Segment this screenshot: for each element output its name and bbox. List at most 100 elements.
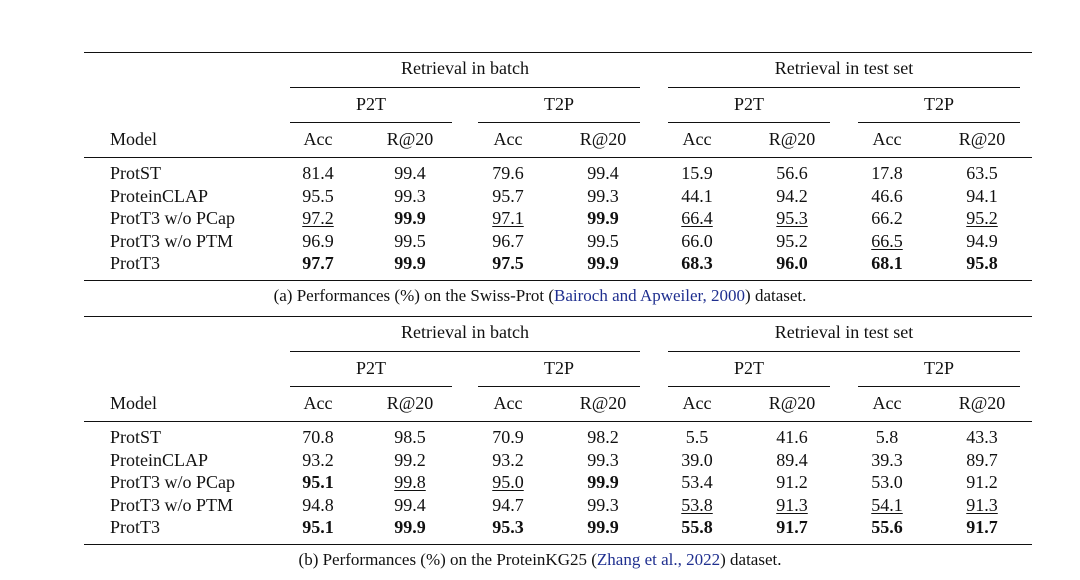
model-name: ProtT3 <box>110 517 161 538</box>
table-cell: 81.4 <box>302 163 334 183</box>
table-cell: 89.4 <box>776 449 808 470</box>
table-cell: 89.7 <box>966 449 998 470</box>
table-cell: 99.3 <box>587 185 619 206</box>
model-name: ProtT3 w/o PTM <box>110 230 234 251</box>
sub-header-rule <box>668 386 830 387</box>
table-cell: 93.2 <box>492 449 524 470</box>
table-cell: 53.8 <box>681 494 713 515</box>
column-header: Acc <box>303 393 333 413</box>
model-name: ProtT3 w/o PTM <box>110 494 234 515</box>
table-cell: 98.5 <box>394 427 426 447</box>
table-cell: 53.4 <box>681 472 713 493</box>
table-bottom-rule <box>84 280 1032 282</box>
table-cell: 96.0 <box>776 253 808 274</box>
table-cell: 70.8 <box>302 427 334 447</box>
table-cell: 95.1 <box>302 517 334 538</box>
table-cell: 99.4 <box>394 494 426 515</box>
table-cell: 39.0 <box>681 449 713 470</box>
table-cell: 94.8 <box>302 494 334 515</box>
table-cell: 44.1 <box>681 185 713 206</box>
table-cell: 99.9 <box>587 472 619 493</box>
table-cell: 99.2 <box>394 449 426 470</box>
sub-header-rule <box>858 122 1020 123</box>
group-header-rule <box>290 87 640 88</box>
table-cell: 68.1 <box>871 253 903 274</box>
column-header-model: Model <box>110 129 157 149</box>
table-cell: 54.1 <box>871 494 903 515</box>
table-cell: 98.2 <box>587 427 619 447</box>
table-cell: 95.3 <box>776 208 808 229</box>
sub-header-rule <box>668 122 830 123</box>
table-cell: 99.9 <box>587 208 619 229</box>
table-cell: 79.6 <box>492 163 524 183</box>
citation-link[interactable]: Bairoch and Apweiler, 2000 <box>554 286 746 305</box>
sub-header: P2T <box>733 358 764 378</box>
table-caption: (a) Performances (%) on the Swiss-Prot (… <box>0 286 1080 306</box>
table-cell: 70.9 <box>492 427 524 447</box>
sub-header-rule <box>290 386 452 387</box>
table-cell: 39.3 <box>871 449 903 470</box>
column-header: R@20 <box>768 129 816 149</box>
table-cell: 55.8 <box>681 517 713 538</box>
column-header: Acc <box>872 393 902 413</box>
caption-text: (b) Performances (%) on the ProteinKG25 … <box>298 550 597 569</box>
table-cell: 91.2 <box>776 472 808 493</box>
table-cell: 95.8 <box>966 253 998 274</box>
table-cell: 55.6 <box>871 517 903 538</box>
sub-header: T2P <box>923 94 954 114</box>
table-cell: 94.1 <box>966 185 998 206</box>
table-cell: 63.5 <box>966 163 998 183</box>
column-header-model: Model <box>110 393 157 413</box>
column-header: R@20 <box>386 393 434 413</box>
table-cell: 41.6 <box>776 427 808 447</box>
table-cell: 5.8 <box>875 427 899 447</box>
column-header: R@20 <box>579 129 627 149</box>
table-cell: 43.3 <box>966 427 998 447</box>
table-cell: 93.2 <box>302 449 334 470</box>
table-cell: 99.4 <box>394 163 426 183</box>
table-cell: 5.5 <box>685 427 709 447</box>
table-cell: 95.2 <box>776 230 808 251</box>
sub-header-rule <box>478 386 640 387</box>
table-cell: 99.4 <box>587 163 619 183</box>
table-top-rule <box>84 52 1032 54</box>
column-header: Acc <box>682 393 712 413</box>
sub-header: T2P <box>543 358 574 378</box>
citation-link[interactable]: Zhang et al., 2022 <box>596 550 721 569</box>
table-cell: 53.0 <box>871 472 903 493</box>
table-cell: 95.7 <box>492 185 524 206</box>
table-cell: 99.9 <box>394 208 426 229</box>
sub-header: T2P <box>923 358 954 378</box>
table-cell: 94.7 <box>492 494 524 515</box>
header-bottom-rule <box>84 421 1032 422</box>
sub-header: P2T <box>355 358 386 378</box>
caption-text: ) dataset. <box>745 286 807 305</box>
column-header: R@20 <box>386 129 434 149</box>
model-name: ProtT3 w/o PCap <box>110 208 236 229</box>
caption-text: (a) Performances (%) on the Swiss-Prot ( <box>273 286 555 305</box>
table-cell: 99.9 <box>587 517 619 538</box>
table-cell: 94.2 <box>776 185 808 206</box>
group-header: Retrieval in batch <box>401 58 529 78</box>
group-header-rule <box>290 351 640 352</box>
table-cell: 56.6 <box>776 163 808 183</box>
table-caption: (b) Performances (%) on the ProteinKG25 … <box>0 550 1080 570</box>
table-cell: 91.2 <box>966 472 998 493</box>
table-cell: 95.5 <box>302 185 334 206</box>
sub-header-rule <box>858 386 1020 387</box>
column-header: R@20 <box>768 393 816 413</box>
table-cell: 95.3 <box>492 517 524 538</box>
sub-header: P2T <box>733 94 764 114</box>
table-cell: 97.1 <box>492 208 524 229</box>
table-cell: 96.9 <box>302 230 334 251</box>
table-cell: 99.5 <box>587 230 619 251</box>
column-header: Acc <box>682 129 712 149</box>
table-cell: 99.5 <box>394 230 426 251</box>
sub-header: P2T <box>355 94 386 114</box>
table-cell: 66.2 <box>871 208 903 229</box>
table-cell: 91.3 <box>776 494 808 515</box>
model-name: ProteinCLAP <box>110 185 209 206</box>
table-cell: 95.0 <box>492 472 524 493</box>
column-header: R@20 <box>579 393 627 413</box>
table-cell: 46.6 <box>871 185 903 206</box>
